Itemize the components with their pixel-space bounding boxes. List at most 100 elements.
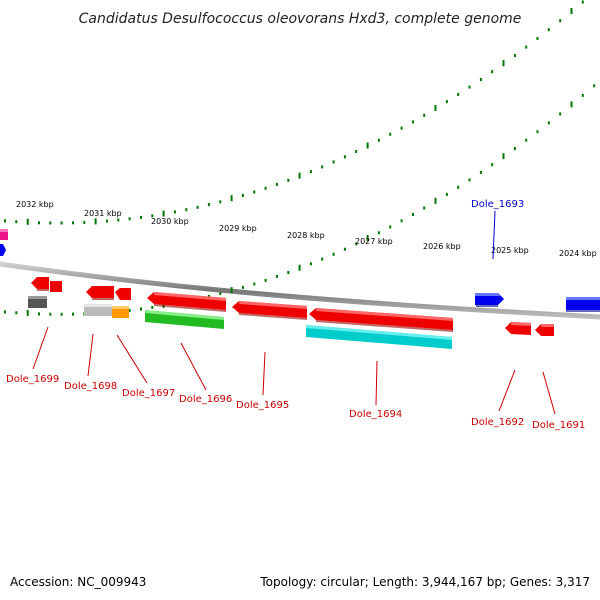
- gene-dole-1697[interactable]: [112, 306, 129, 318]
- gene-label-dole-1692: Dole_1692: [471, 417, 524, 428]
- minor-tick: [423, 206, 426, 210]
- minor-tick: [4, 310, 6, 314]
- minor-tick: [253, 282, 256, 286]
- minor-tick: [332, 160, 335, 164]
- minor-tick: [151, 305, 154, 309]
- minor-tick: [219, 200, 222, 204]
- upper-scale-ticks: [4, 0, 584, 225]
- scale-label-2029: 2029 kbp: [219, 224, 257, 233]
- minor-tick: [15, 311, 18, 315]
- minor-tick: [253, 190, 256, 194]
- minor-tick: [38, 312, 40, 316]
- minor-tick: [400, 219, 403, 223]
- gene-upper-right-blue[interactable]: [566, 297, 600, 312]
- major-tick: [502, 60, 505, 67]
- major-tick: [434, 197, 437, 204]
- minor-tick: [468, 85, 471, 89]
- minor-tick: [321, 257, 324, 261]
- minor-tick: [309, 170, 312, 174]
- gene-label-dole-1696: Dole_1696: [179, 394, 232, 405]
- minor-tick: [207, 203, 210, 207]
- minor-tick: [207, 295, 210, 298]
- major-tick: [298, 264, 301, 271]
- minor-tick: [128, 217, 131, 221]
- gene-upper-left-blue[interactable]: [0, 244, 6, 256]
- major-tick: [366, 235, 369, 241]
- minor-tick: [140, 215, 142, 219]
- minor-tick: [275, 275, 278, 278]
- minor-tick: [513, 54, 516, 57]
- minor-tick: [219, 292, 222, 296]
- minor-tick: [411, 213, 414, 216]
- minor-tick: [468, 178, 471, 182]
- minor-tick: [400, 126, 403, 130]
- minor-tick: [241, 193, 244, 197]
- minor-tick: [479, 78, 482, 81]
- gene-dole-1695[interactable]: [232, 301, 307, 320]
- minor-tick: [525, 45, 528, 49]
- gene-dole-1698-red[interactable]: [86, 286, 131, 300]
- scale-label-2028: 2028 kbp: [287, 231, 325, 240]
- minor-tick: [287, 178, 290, 182]
- scale-label-2026: 2026 kbp: [423, 242, 461, 251]
- major-tick: [230, 287, 233, 294]
- minor-tick: [491, 70, 494, 74]
- gene-dole-1692[interactable]: [505, 322, 531, 335]
- gene-label-dole-1698: Dole_1698: [64, 381, 117, 392]
- accession-text: Accession: NC_009943: [10, 575, 146, 589]
- gene-label-dole-1691: Dole_1691: [532, 420, 585, 431]
- gene-dole-1696[interactable]: [145, 310, 224, 329]
- gene-dole-1693[interactable]: [475, 293, 504, 307]
- minor-tick: [593, 84, 596, 88]
- gene-dole-1696-red[interactable]: [147, 292, 226, 312]
- minor-tick: [389, 225, 392, 229]
- major-tick: [94, 218, 97, 225]
- minor-tick: [581, 0, 584, 4]
- minor-tick: [332, 252, 335, 256]
- major-tick: [366, 142, 369, 149]
- minor-tick: [60, 221, 63, 225]
- minor-tick: [117, 218, 120, 222]
- minor-tick: [536, 37, 539, 40]
- minor-tick: [457, 92, 460, 96]
- gene-dole-1699[interactable]: [31, 277, 62, 292]
- gene-dole-1694[interactable]: [306, 325, 452, 349]
- minor-tick: [343, 155, 346, 159]
- minor-tick: [389, 132, 392, 136]
- minor-tick: [559, 19, 562, 23]
- gene-dole-1691[interactable]: [535, 324, 554, 336]
- minor-tick: [275, 182, 278, 186]
- minor-tick: [72, 312, 74, 316]
- minor-tick: [457, 185, 460, 189]
- gene-label-dole-1697: Dole_1697: [122, 388, 175, 399]
- minor-tick: [264, 278, 267, 282]
- minor-tick: [479, 170, 482, 174]
- minor-tick: [128, 308, 131, 312]
- minor-tick: [140, 307, 142, 311]
- scale-label-2027: 2027 kbp: [355, 237, 393, 246]
- minor-tick: [536, 130, 539, 134]
- gene-label-dole-1694: Dole_1694: [349, 409, 402, 420]
- minor-tick: [151, 214, 154, 218]
- minor-tick: [49, 221, 52, 225]
- minor-tick: [264, 186, 267, 190]
- scale-label-2031: 2031 kbp: [84, 209, 122, 218]
- lower-scale-ticks: [4, 84, 596, 316]
- topology-text: Topology: circular; Length: 3,944,167 bp…: [259, 575, 590, 589]
- major-tick: [26, 218, 29, 225]
- minor-tick: [185, 208, 188, 212]
- minor-tick: [547, 121, 550, 125]
- minor-tick: [547, 28, 550, 32]
- minor-tick: [38, 221, 40, 225]
- minor-tick: [49, 312, 52, 316]
- gene-dole-1699-gray[interactable]: [28, 296, 47, 308]
- minor-tick: [559, 112, 562, 116]
- minor-tick: [60, 312, 63, 316]
- gene-dole-1698[interactable]: [84, 304, 112, 316]
- leader-line-dole-1693: [492, 210, 496, 260]
- minor-tick: [287, 271, 290, 274]
- minor-tick: [196, 205, 199, 209]
- gene-dole-1694-red[interactable]: [309, 308, 453, 332]
- gene-upper-left-magenta[interactable]: [0, 229, 8, 240]
- minor-tick: [106, 219, 108, 223]
